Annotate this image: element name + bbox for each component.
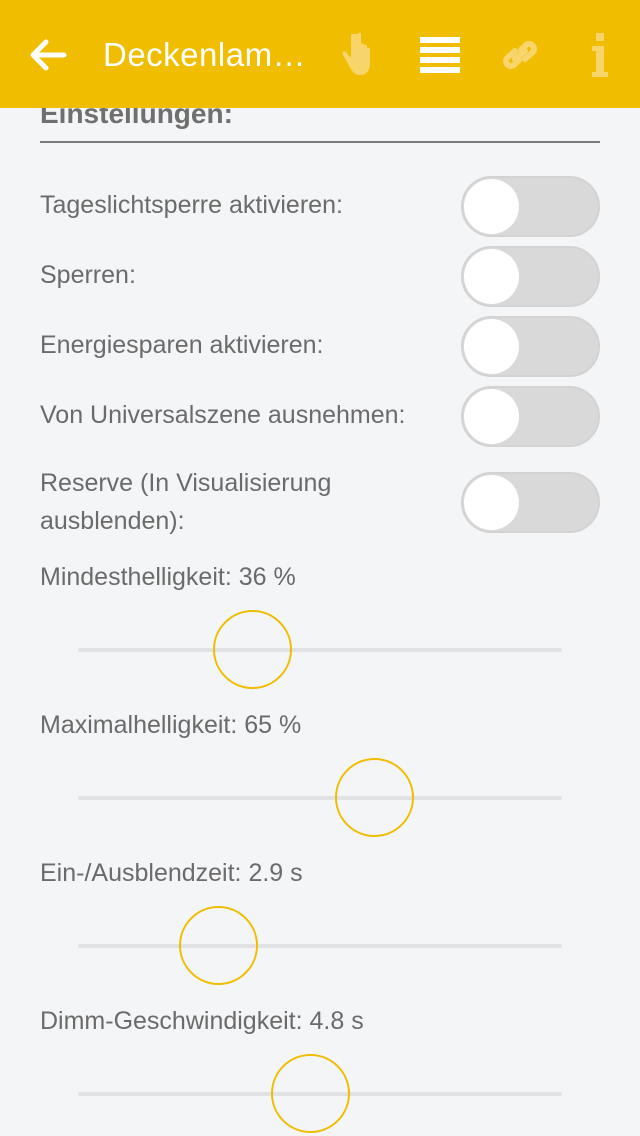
- energy-saving-toggle[interactable]: [461, 316, 600, 377]
- max-brightness-slider[interactable]: [78, 758, 562, 837]
- toggle-knob: [464, 249, 519, 304]
- toggle-label: Energiesparen aktivieren:: [40, 331, 324, 359]
- toggle-knob: [464, 179, 519, 234]
- toggle-knob: [464, 475, 519, 530]
- toggle-label: Tageslichtsperre aktivieren:: [40, 191, 343, 219]
- slider-thumb[interactable]: [271, 1054, 351, 1133]
- min-brightness-slider[interactable]: [78, 610, 562, 689]
- fade-time-slider[interactable]: [78, 906, 562, 985]
- divider: [40, 141, 600, 143]
- toggle-label: Reserve (In Visualisierung ausblenden):: [40, 469, 332, 535]
- daylight-lock-toggle[interactable]: [461, 176, 600, 237]
- slider-label: Ein-/Ausblendzeit: 2.9 s: [40, 859, 303, 887]
- app-header: Deckenlam…: [0, 0, 640, 108]
- toggle-row-reserve: Reserve (In Visualisierung ausblenden):: [40, 464, 600, 544]
- page-title: Deckenlam…: [103, 36, 307, 73]
- dim-speed-slider[interactable]: [78, 1054, 562, 1133]
- toggle-row-energy-saving: Energiesparen aktivieren:: [40, 316, 600, 378]
- slider-thumb[interactable]: [334, 758, 414, 837]
- slider-label: Dimm-Geschwindigkeit: 4.8 s: [40, 1007, 364, 1035]
- toggle-label: Von Universalszene ausnehmen:: [40, 401, 406, 429]
- toggle-label: Sperren:: [40, 261, 136, 289]
- toggle-knob: [464, 389, 519, 444]
- slider-label: Maximalhelligkeit: 65 %: [40, 711, 302, 739]
- slider-thumb[interactable]: [213, 610, 293, 689]
- lock-toggle[interactable]: [461, 246, 600, 307]
- hand-pointer-icon[interactable]: [336, 30, 382, 80]
- slider-thumb[interactable]: [179, 906, 259, 985]
- info-icon[interactable]: [585, 30, 615, 80]
- toggle-knob: [464, 319, 519, 374]
- arrow-left-icon[interactable]: [26, 30, 70, 80]
- toggle-row-lock: Sperren:: [40, 246, 600, 308]
- toggle-row-daylight-lock: Tageslichtsperre aktivieren:: [40, 176, 600, 238]
- slider-label: Mindesthelligkeit: 36 %: [40, 563, 296, 591]
- link-icon[interactable]: [497, 30, 543, 80]
- reserve-toggle[interactable]: [461, 472, 600, 533]
- toggle-row-universal-scene: Von Universalszene ausnehmen:: [40, 386, 600, 448]
- universal-scene-toggle[interactable]: [461, 386, 600, 447]
- list-icon[interactable]: [418, 30, 462, 80]
